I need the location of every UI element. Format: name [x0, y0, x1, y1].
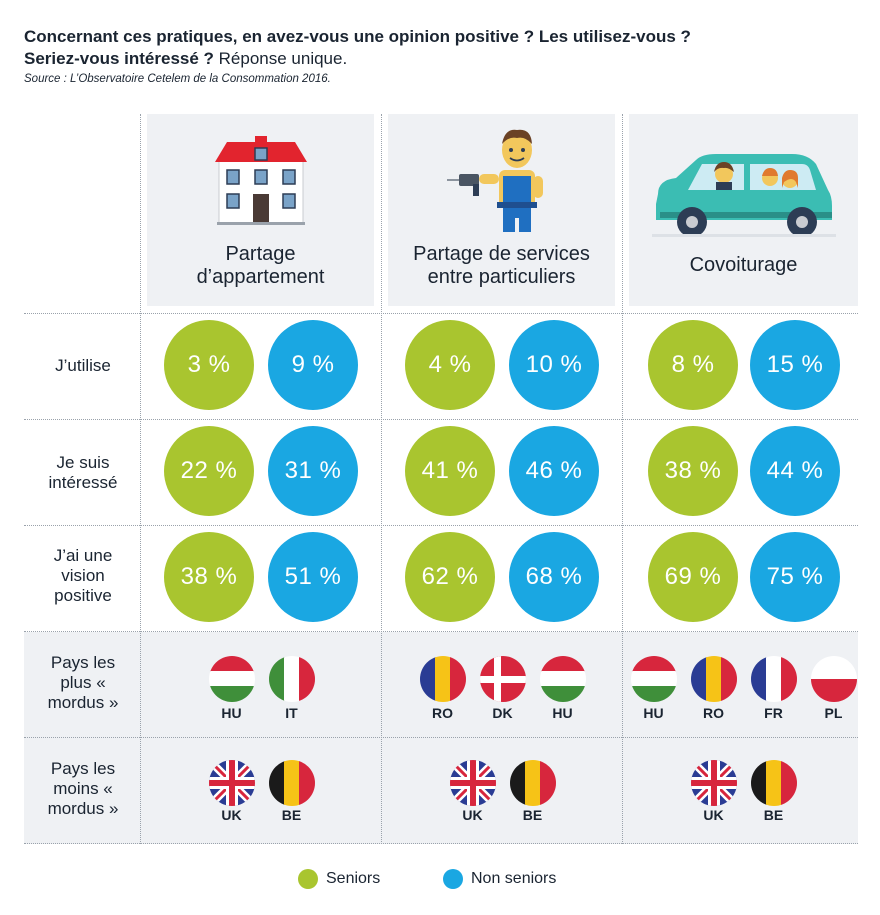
bubble-non-seniors: 68 %	[509, 532, 599, 622]
row-divider	[24, 737, 858, 738]
flag-uk-icon	[208, 760, 255, 806]
row-label-uses: J’utilise	[55, 356, 111, 375]
car-icon	[651, 154, 836, 237]
column-header-services: Partage de services entre particuliers	[388, 114, 615, 306]
row-divider	[24, 631, 858, 632]
country-code: RO	[703, 705, 724, 721]
legend-seniors-swatch	[298, 869, 318, 889]
country-code: BE	[522, 807, 543, 823]
bubble-non-seniors: 31 %	[268, 426, 358, 516]
country-code: BE	[763, 807, 784, 823]
flag-pl-icon	[810, 656, 857, 702]
flag-dk-icon	[479, 656, 526, 702]
country-code: UK	[703, 807, 724, 823]
bubble-seniors: 38 %	[648, 426, 738, 516]
row-label-most-keen: Pays les plus « mordus »	[47, 653, 119, 712]
column-title-apartment: Partage d’appartement	[196, 243, 325, 288]
country-code: DK	[492, 705, 513, 721]
country-code: HU	[643, 705, 664, 721]
flag-fr-icon	[750, 656, 797, 702]
country-code: HU	[552, 705, 573, 721]
country-code: FR	[764, 705, 783, 721]
bubble-seniors: 62 %	[405, 532, 495, 622]
bubble-non-seniors: 46 %	[509, 426, 599, 516]
bubble-non-seniors: 44 %	[750, 426, 840, 516]
country-code: UK	[462, 807, 483, 823]
country-code: RO	[432, 705, 453, 721]
bubble-seniors: 22 %	[164, 426, 254, 516]
bubble-non-seniors: 10 %	[509, 320, 599, 410]
country-code: BE	[281, 807, 302, 823]
flag-hu-icon	[539, 656, 586, 702]
house-icon	[214, 136, 307, 225]
column-title-services: Partage de services entre particuliers	[413, 243, 590, 288]
row-divider	[24, 525, 858, 526]
row-label-positive: J’ai une vision positive	[53, 546, 113, 605]
bubble-non-seniors: 9 %	[268, 320, 358, 410]
column-divider	[381, 114, 382, 844]
flag-be-icon	[750, 760, 797, 806]
legend-non-seniors-label: Non seniors	[471, 870, 557, 887]
row-label-least-keen: Pays les moins « mordus »	[47, 759, 119, 818]
column-title-carpooling: Covoiturage	[689, 254, 798, 276]
handyman-icon	[446, 129, 543, 232]
country-code: HU	[221, 705, 242, 721]
chart-source: Source : L’Observatoire Cetelem de la Co…	[24, 73, 331, 85]
bubble-seniors: 8 %	[648, 320, 738, 410]
bubble-seniors: 69 %	[648, 532, 738, 622]
chart-header: Concernant ces pratiques, en avez-vous u…	[24, 26, 864, 85]
chart-title-line-2: Seriez-vous intéressé ? Réponse unique.	[24, 49, 348, 68]
bubble-non-seniors: 51 %	[268, 532, 358, 622]
column-header-apartment: Partage d’appartement	[147, 114, 374, 306]
flag-be-icon	[509, 760, 556, 806]
row-divider	[24, 313, 858, 314]
bubble-seniors: 3 %	[164, 320, 254, 410]
row-label-interested: Je suis intéressé	[48, 453, 118, 492]
bubble-seniors: 41 %	[405, 426, 495, 516]
column-divider	[140, 114, 141, 844]
bubble-non-seniors: 75 %	[750, 532, 840, 622]
row-divider	[24, 419, 858, 420]
column-header-carpooling: Covoiturage	[629, 114, 858, 306]
bubble-non-seniors: 15 %	[750, 320, 840, 410]
flag-be-icon	[268, 760, 315, 806]
legend-non-seniors-swatch	[443, 869, 463, 889]
legend-seniors-label: Seniors	[326, 870, 381, 887]
chart-title-line-1: Concernant ces pratiques, en avez-vous u…	[24, 27, 691, 46]
flag-uk-icon	[690, 760, 737, 806]
country-code: PL	[824, 705, 843, 721]
country-code: IT	[285, 705, 298, 721]
flag-uk-icon	[449, 760, 496, 806]
flag-ro-icon	[419, 656, 466, 702]
bubble-seniors: 38 %	[164, 532, 254, 622]
country-code: UK	[221, 807, 242, 823]
flag-hu-icon	[630, 656, 677, 702]
flag-ro-icon	[690, 656, 737, 702]
flag-it-icon	[268, 656, 315, 702]
row-divider	[24, 843, 858, 844]
bubble-seniors: 4 %	[405, 320, 495, 410]
flag-hu-icon	[208, 656, 255, 702]
column-divider	[622, 114, 623, 844]
